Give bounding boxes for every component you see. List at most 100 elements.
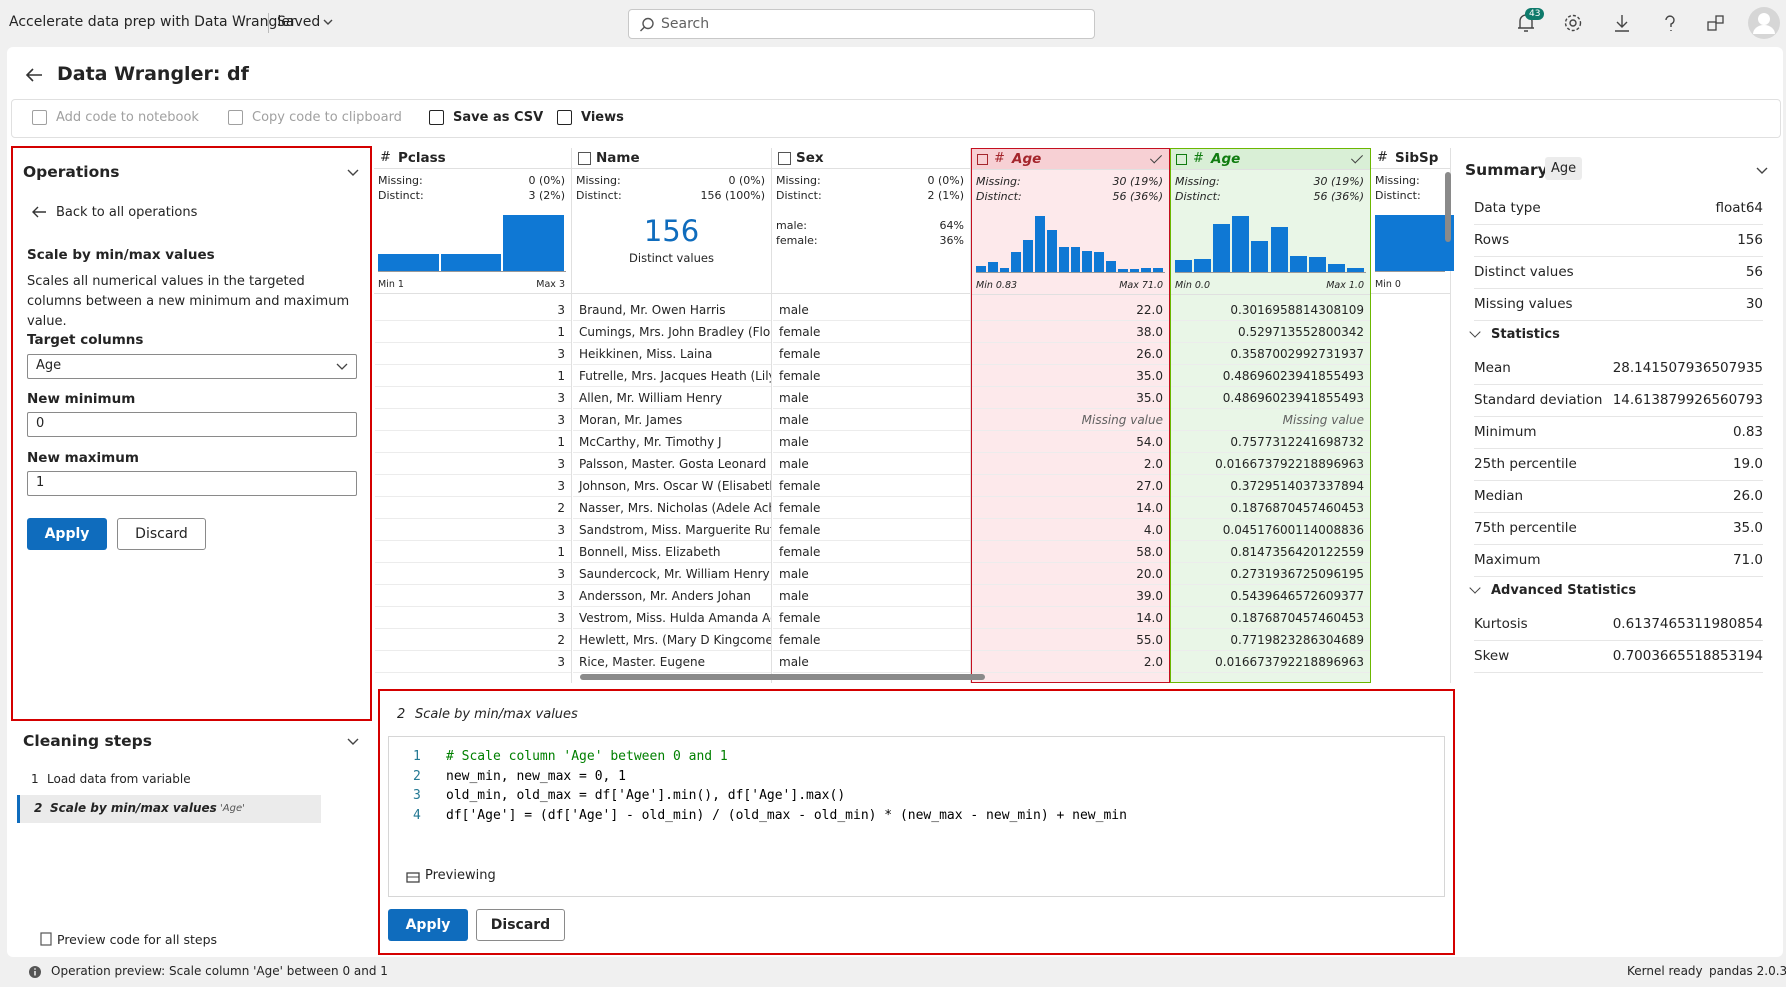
grid-cell: 3 bbox=[375, 607, 571, 629]
download-icon[interactable] bbox=[1612, 13, 1632, 33]
collapse-chevron[interactable] bbox=[1755, 166, 1769, 176]
distinct-label: Distinct: bbox=[976, 190, 1022, 203]
column-header[interactable]: # Age bbox=[972, 149, 1169, 170]
grid-cell: Cumings, Mrs. John Bradley (Florenc bbox=[573, 321, 771, 343]
summary-row: Missing values 30 bbox=[1474, 288, 1763, 321]
toolbar-button[interactable]: Save as CSV bbox=[453, 110, 544, 125]
check-icon bbox=[1350, 151, 1364, 164]
grid-cell: 2.0 bbox=[972, 453, 1169, 475]
grid-column: # Age Missing: Distinct: 30 (19%) 56 (36%) Min… bbox=[971, 148, 1170, 683]
share-icon[interactable] bbox=[1706, 13, 1726, 33]
distinct-caption: Distinct values bbox=[629, 251, 714, 265]
column-header[interactable]: # Pclass bbox=[374, 148, 571, 169]
grid-cell: Missing value bbox=[972, 409, 1169, 431]
search-icon bbox=[640, 17, 654, 32]
save-status[interactable]: Saved bbox=[277, 14, 321, 30]
value-count-label: female: bbox=[776, 234, 818, 247]
line-number: 1 bbox=[413, 749, 421, 764]
section-chevron[interactable] bbox=[1469, 582, 1481, 594]
min-input[interactable]: 0 bbox=[27, 412, 357, 437]
code-line: # Scale column 'Age' between 0 and 1 bbox=[446, 749, 728, 764]
grid-cell: 22.0 bbox=[972, 299, 1169, 321]
toolbar-button[interactable]: Copy code to clipboard bbox=[252, 110, 402, 125]
vertical-scrollbar[interactable] bbox=[1443, 152, 1453, 662]
summary-row: Median 26.0 bbox=[1474, 480, 1763, 513]
preview-all-link[interactable]: Preview code for all steps bbox=[57, 932, 218, 947]
summary-value: 28.141507936507935 bbox=[1612, 360, 1763, 376]
histogram-bar bbox=[999, 267, 1010, 272]
cleaning-step[interactable]: 1 Load data from variable bbox=[17, 766, 321, 794]
back-button[interactable] bbox=[24, 66, 44, 84]
back-link[interactable]: Back to all operations bbox=[56, 205, 198, 220]
histogram-bar bbox=[1308, 257, 1326, 272]
grid-cell: 3 bbox=[375, 475, 571, 497]
settings-icon[interactable] bbox=[1563, 13, 1583, 33]
histogram-bar bbox=[1035, 216, 1045, 272]
max-input[interactable]: 1 bbox=[27, 471, 357, 496]
histogram-bar bbox=[1046, 230, 1057, 272]
stats-divider bbox=[572, 293, 771, 294]
column-header[interactable]: Sex bbox=[772, 148, 970, 169]
column-name: Age bbox=[1012, 151, 1042, 167]
section-title: Statistics bbox=[1491, 327, 1560, 342]
apply-button[interactable]: Apply bbox=[388, 909, 468, 941]
info-icon bbox=[29, 966, 41, 978]
notebook-title[interactable]: Accelerate data prep with Data Wrangler bbox=[9, 14, 296, 30]
histogram-bar bbox=[378, 254, 439, 271]
step-number: 1 bbox=[31, 772, 39, 786]
column-name: Sex bbox=[796, 150, 824, 166]
column-name: Age bbox=[1211, 151, 1241, 167]
toolbar-button[interactable]: Views bbox=[581, 110, 624, 125]
cleaning-step[interactable]: 2 Scale by min/max values 'Age' bbox=[17, 795, 321, 823]
grid-cell: female bbox=[773, 475, 970, 497]
target-select[interactable]: Age bbox=[27, 354, 357, 379]
grid-cell: 0.8147356420122559 bbox=[1171, 541, 1370, 563]
toolbar-icon bbox=[429, 110, 444, 125]
scroll-thumb[interactable] bbox=[1445, 172, 1451, 242]
avatar[interactable] bbox=[1747, 6, 1781, 40]
summary-label: Maximum bbox=[1474, 552, 1541, 568]
column-header[interactable]: # SibSp bbox=[1371, 148, 1450, 169]
histogram-bar bbox=[1194, 258, 1212, 272]
histogram-bar bbox=[440, 254, 502, 271]
divider bbox=[268, 13, 269, 33]
top-bar: Accelerate data prep with Data Wrangler … bbox=[0, 0, 1786, 46]
column-header[interactable]: # Age bbox=[1171, 149, 1370, 170]
apply-button[interactable]: Apply bbox=[27, 518, 107, 550]
grid-cell: Missing value bbox=[1171, 409, 1370, 431]
histogram-bar bbox=[1213, 224, 1231, 272]
help-icon[interactable] bbox=[1660, 13, 1680, 33]
column-header[interactable]: Name bbox=[572, 148, 771, 169]
grid-cell: Palsson, Master. Gosta Leonard bbox=[573, 453, 771, 475]
grid-cell: 3 bbox=[375, 409, 571, 431]
summary-label: Skew bbox=[1474, 648, 1510, 664]
search-box[interactable]: Search bbox=[628, 9, 1095, 39]
collapse-chevron[interactable] bbox=[346, 737, 360, 747]
grid-cell: 38.0 bbox=[972, 321, 1169, 343]
distinct-value: 3 (2%) bbox=[528, 189, 565, 202]
grid-cell: 3 bbox=[375, 343, 571, 365]
preview-icon bbox=[406, 872, 420, 883]
grid-cell: male bbox=[773, 453, 970, 475]
section-chevron[interactable] bbox=[1469, 326, 1481, 338]
discard-button[interactable]: Discard bbox=[476, 909, 565, 941]
grid-cell: Futrelle, Mrs. Jacques Heath (Lily Ma bbox=[573, 365, 771, 387]
distinct-count: 156 bbox=[643, 214, 700, 248]
discard-button[interactable]: Discard bbox=[117, 518, 206, 550]
back-arrow[interactable] bbox=[30, 204, 48, 220]
scroll-thumb[interactable] bbox=[580, 674, 985, 680]
cleaning-steps-panel: Cleaning steps Preview code for all step… bbox=[11, 722, 372, 956]
check-icon bbox=[1149, 151, 1163, 164]
grid-cell: 0.2731936725096195 bbox=[1171, 563, 1370, 585]
type-icon: # bbox=[994, 151, 1005, 166]
horizontal-scrollbar[interactable] bbox=[380, 673, 1435, 681]
grid-cell: 27.0 bbox=[972, 475, 1169, 497]
histogram-bar bbox=[1023, 239, 1034, 272]
operation-title: Scale by min/max values bbox=[27, 247, 215, 263]
toolbar-button[interactable]: Add code to notebook bbox=[56, 110, 199, 125]
grid-cell: male bbox=[773, 299, 970, 321]
grid-cell: Nasser, Mrs. Nicholas (Adele Achem bbox=[573, 497, 771, 519]
collapse-chevron[interactable] bbox=[346, 168, 360, 178]
code-line: old_min, old_max = df['Age'].min(), df['… bbox=[446, 788, 846, 803]
grid-cell: 1 bbox=[375, 365, 571, 387]
